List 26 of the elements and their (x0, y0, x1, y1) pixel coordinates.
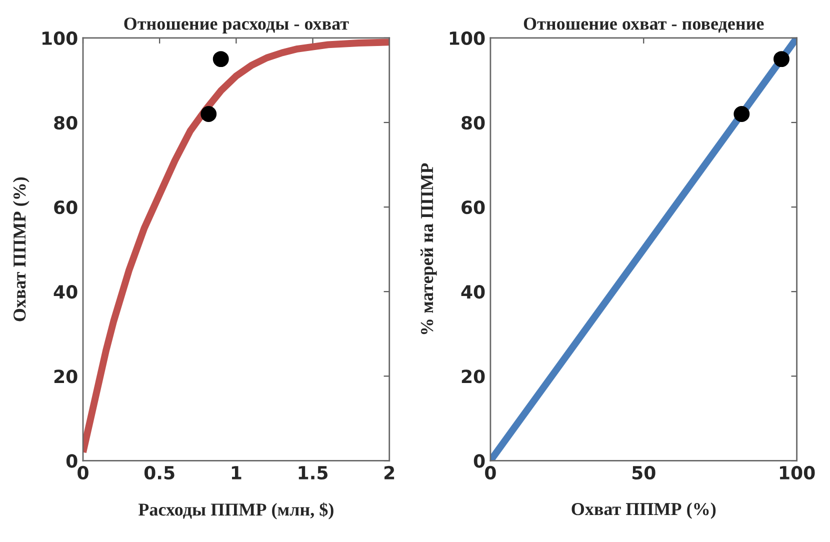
y-tick-label: 0 (474, 454, 485, 468)
x-tick-label: 50 (632, 466, 656, 480)
y-tick-label: 100 (42, 31, 78, 46)
x-axis-title: Охват ППМР (%) (572, 502, 716, 519)
x-tick-label: 100 (780, 466, 815, 480)
y-tick-label: 80 (54, 116, 78, 130)
y-tick-label: 20 (462, 370, 485, 384)
x-tick-label: 2 (384, 466, 394, 480)
x-tick-label: 1 (232, 466, 242, 480)
x-tick-label: 0 (78, 466, 88, 480)
y-tick-label: 60 (54, 200, 78, 214)
x-tick-label: 1.5 (298, 466, 328, 480)
chart-title: Отношение охват - поведение (524, 18, 764, 33)
chart-title: Отношение расходы - охват (124, 18, 349, 34)
x-tick-label: 0.5 (144, 466, 174, 480)
y-axis-title: Охват ППМР (%) (12, 177, 30, 322)
y-tick-label: 100 (450, 31, 485, 46)
y-tick-label: 0 (66, 454, 78, 468)
x-axis-title: Расходы ППМР (млн, $) (138, 502, 334, 520)
y-tick-label: 60 (462, 200, 485, 214)
y-tick-label: 80 (462, 116, 485, 130)
y-axis-title: % матерей на ППМР (420, 163, 437, 334)
x-tick-label: 0 (485, 466, 496, 480)
y-tick-label: 40 (461, 285, 485, 299)
y-tick-label: 40 (54, 285, 78, 299)
y-tick-label: 20 (54, 370, 78, 384)
